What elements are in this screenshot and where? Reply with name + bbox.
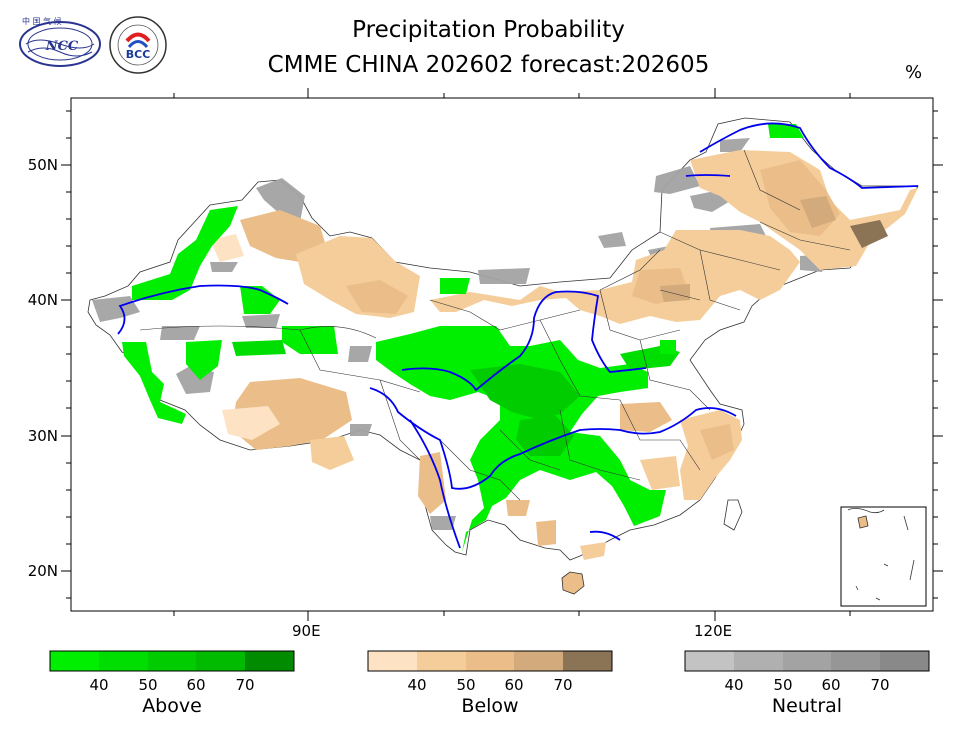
map-subtitle: CMME CHINA 202602 forecast:202605 [267, 52, 710, 78]
neutral-tick-50: 50 [773, 676, 793, 694]
taiwan-island [723, 499, 743, 531]
below-patches [210, 150, 918, 560]
axis-ticks [61, 88, 943, 621]
above-patches [122, 124, 804, 552]
inset-frame [840, 506, 927, 607]
lon-label-90e: 90E [292, 622, 321, 640]
map-title: Precipitation Probability [352, 17, 625, 43]
neutral-tick-60: 60 [821, 676, 841, 694]
above-tick-60: 60 [186, 676, 206, 694]
ncc-logo-text: NCC [45, 39, 79, 54]
lat-label-20n: 20N [27, 562, 58, 580]
above-legend-title: Above [142, 695, 202, 717]
lat-label-30n: 30N [27, 427, 58, 445]
unit-label: % [905, 62, 923, 83]
hainan-island [561, 571, 585, 595]
above-tick-50: 50 [138, 676, 158, 694]
neutral-tick-40: 40 [724, 676, 744, 694]
bcc-logo-text: BCC [126, 48, 151, 61]
bcc-logo: BCC [107, 14, 169, 76]
inset-islands [847, 508, 915, 601]
rivers [117, 122, 919, 549]
lat-label-40n: 40N [27, 291, 58, 309]
province-boundaries [139, 149, 851, 501]
below-tick-40: 40 [407, 676, 427, 694]
neutral-tick-70: 70 [870, 676, 890, 694]
neutral-legend-title: Neutral [771, 695, 843, 717]
below-tick-60: 60 [504, 676, 524, 694]
below-legend-title: Below [461, 695, 519, 717]
ncc-logo: 中 国 气 候 NCC [18, 14, 102, 70]
lat-label-50n: 50N [27, 156, 58, 174]
below-tick-70: 70 [553, 676, 573, 694]
svg-text:中 国 气 候: 中 国 气 候 [22, 16, 62, 26]
above-tick-70: 70 [235, 676, 255, 694]
above-tick-40: 40 [89, 676, 109, 694]
below-tick-50: 50 [456, 676, 476, 694]
lon-label-120e: 120E [694, 622, 733, 640]
